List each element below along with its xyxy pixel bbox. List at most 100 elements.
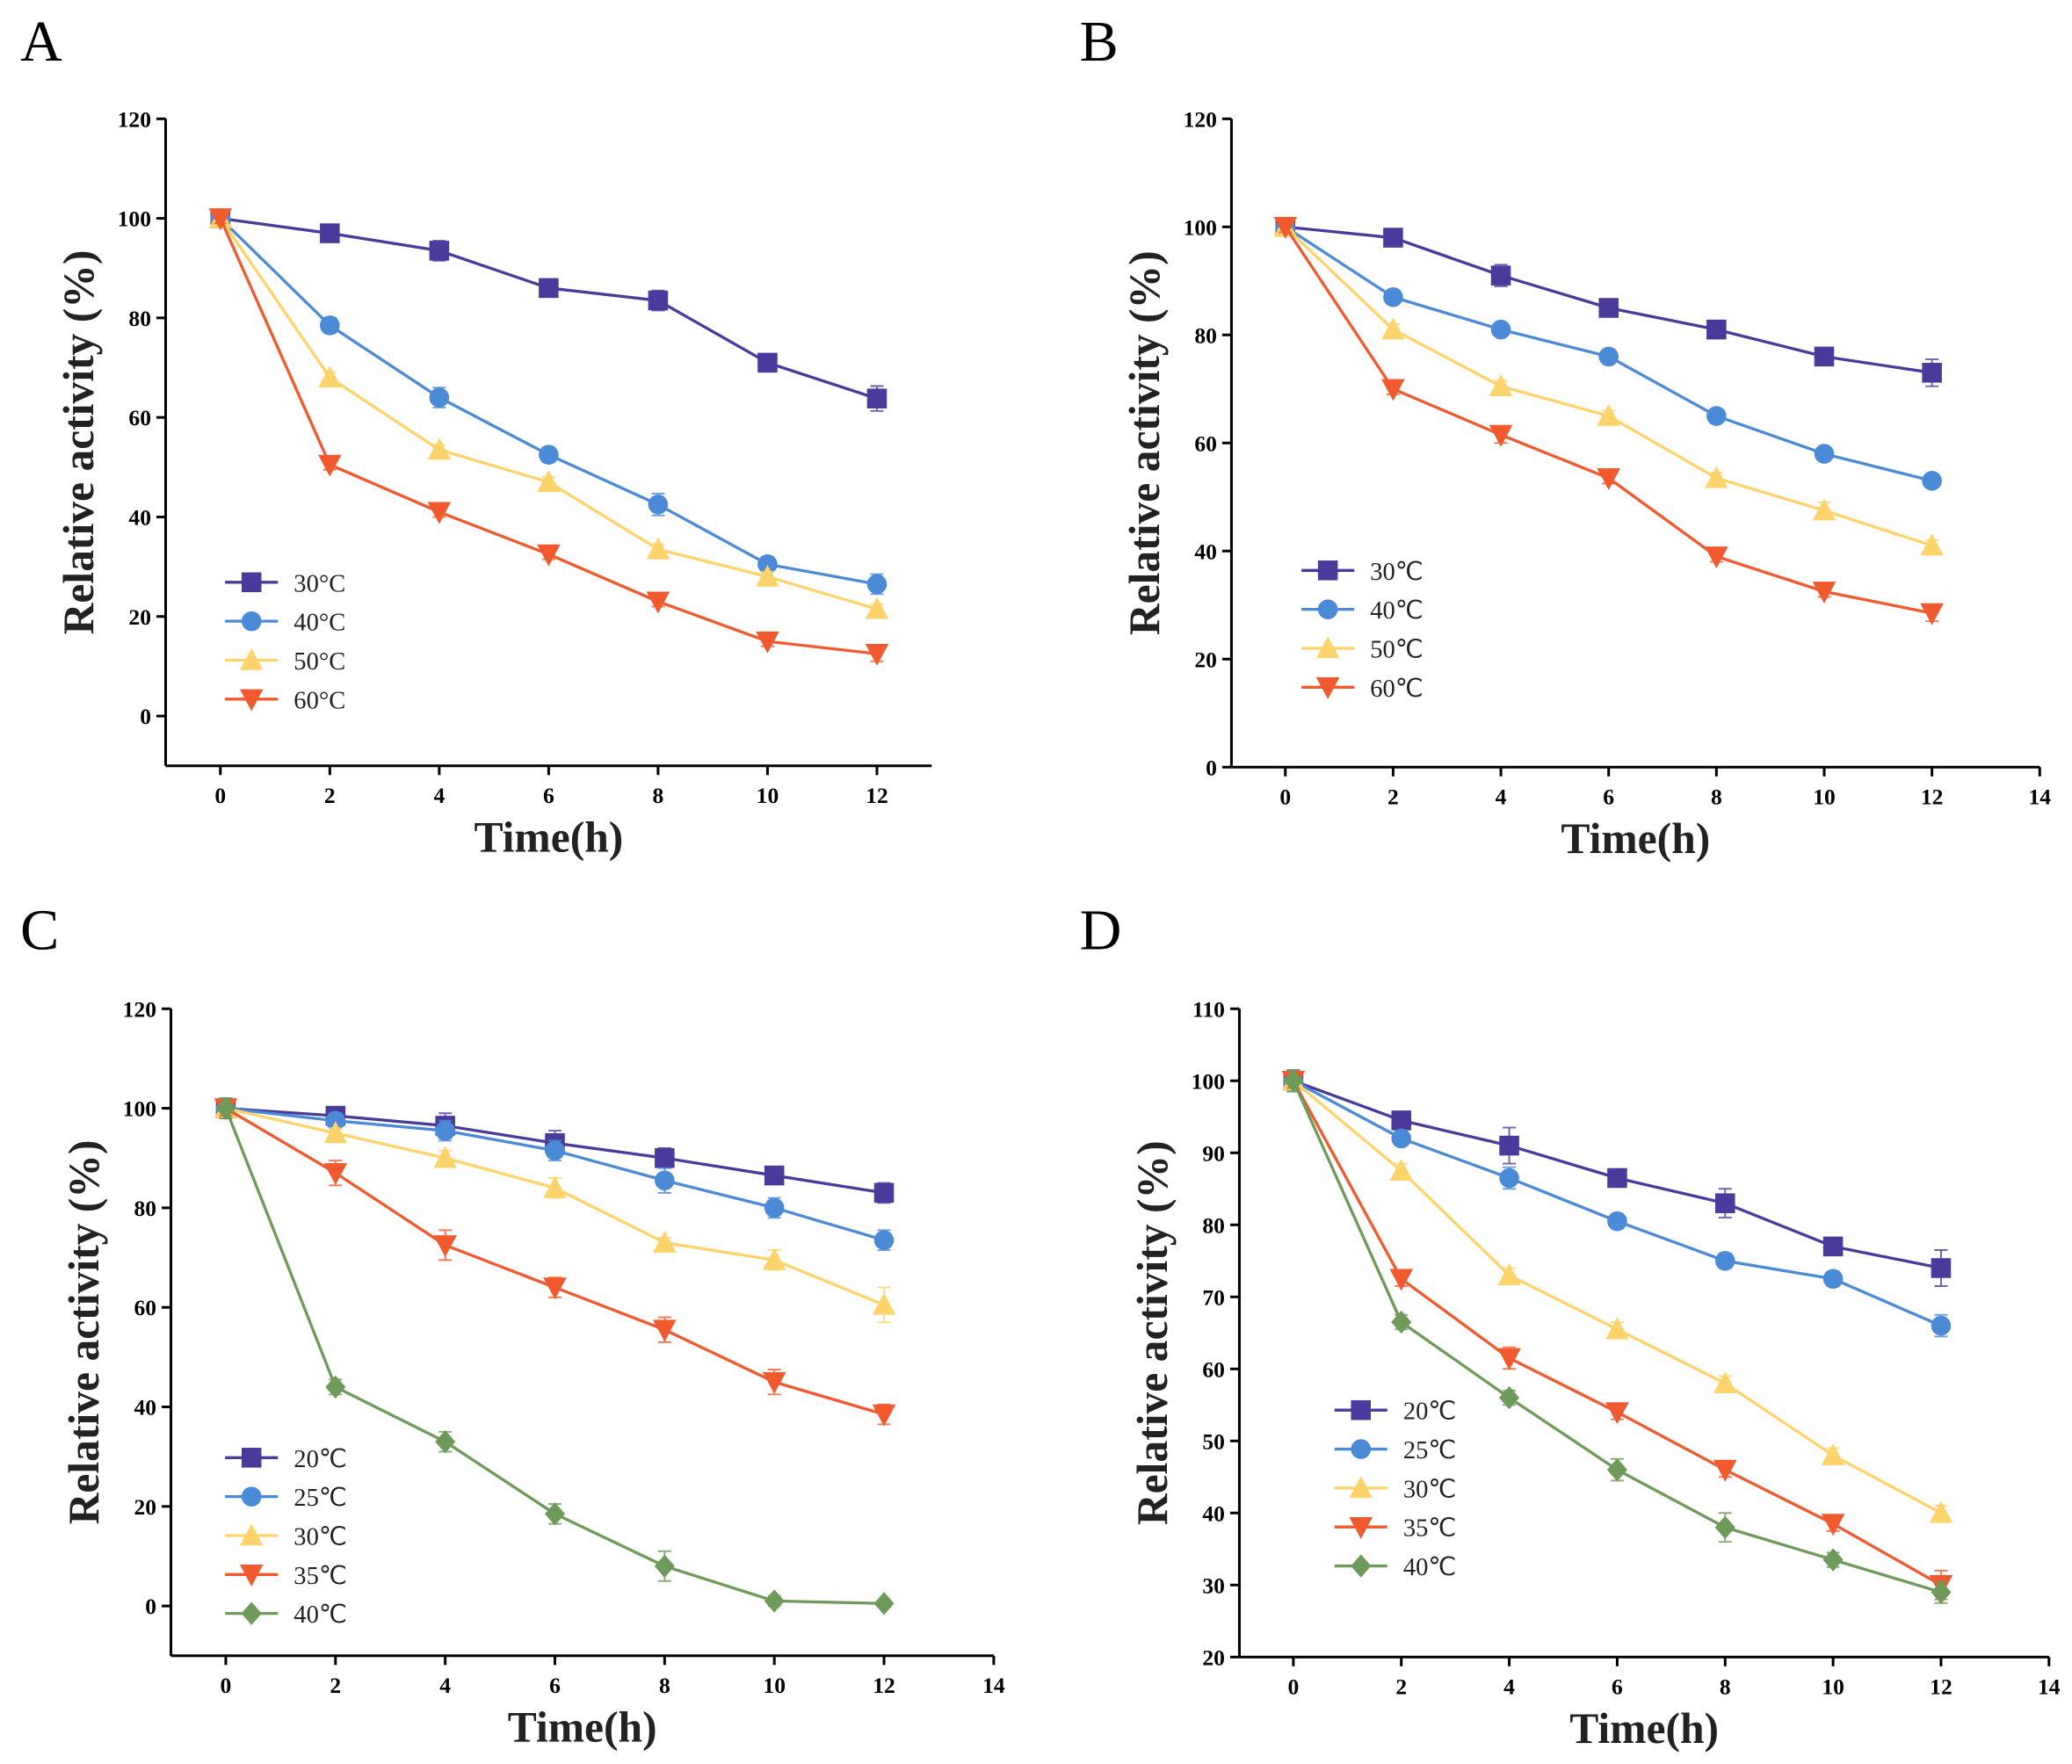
y-tick-label: 60 — [1202, 1356, 1225, 1382]
legend-label: 50℃ — [1370, 636, 1424, 663]
chart-panel: B 0 20 40 60 80 100 120 0 2 4 6 8 10 12 14 Time(h) Relati… — [1080, 10, 2052, 863]
legend-marker — [241, 1601, 262, 1625]
marker — [1497, 1348, 1521, 1370]
x-tick-label: 0 — [1287, 1674, 1299, 1699]
marker — [1381, 379, 1405, 401]
marker — [1497, 1263, 1521, 1285]
marker — [208, 208, 233, 231]
legend-marker — [1351, 1399, 1372, 1421]
marker — [648, 290, 669, 311]
marker — [320, 315, 340, 336]
legend-marker — [1315, 636, 1340, 659]
y-tick-label: 70 — [1202, 1284, 1225, 1310]
y-tick-label: 40 — [128, 504, 151, 530]
y-tick-label: 110 — [1192, 996, 1225, 1022]
marker — [873, 1230, 895, 1250]
marker — [543, 1175, 567, 1198]
marker — [865, 596, 889, 619]
marker — [537, 470, 561, 493]
marker — [1920, 603, 1944, 625]
marker — [1391, 1310, 1412, 1334]
marker — [756, 631, 779, 654]
x-tick-label: 12 — [1921, 784, 1944, 809]
marker — [1706, 319, 1727, 340]
y-tick-label: 20 — [1194, 647, 1217, 672]
marker — [1713, 1371, 1737, 1393]
marker — [1490, 319, 1511, 340]
marker — [1812, 582, 1837, 604]
y-axis-title: Relative activity (%) — [1128, 1140, 1177, 1525]
marker — [1597, 467, 1620, 490]
legend-marker — [239, 689, 264, 712]
marker — [1499, 1385, 1520, 1410]
x-tick-label: 12 — [866, 783, 888, 808]
legend-label: 20℃ — [293, 1446, 347, 1473]
marker — [544, 1502, 566, 1526]
x-tick-label: 10 — [1813, 784, 1836, 809]
y-tick-label: 40 — [1194, 539, 1217, 564]
marker — [646, 591, 670, 614]
marker — [1389, 1269, 1414, 1291]
legend-label: 35℃ — [293, 1563, 347, 1590]
legend-label: 25℃ — [293, 1485, 347, 1512]
marker — [873, 1182, 895, 1204]
marker — [1822, 1548, 1844, 1572]
legend-label: 40℃ — [1403, 1554, 1457, 1581]
legend-marker — [241, 1486, 262, 1507]
x-tick-label: 6 — [549, 1673, 561, 1698]
legend-label: 60°C — [293, 687, 345, 714]
marker — [325, 1375, 346, 1399]
marker — [539, 278, 559, 299]
marker — [764, 1589, 785, 1613]
marker — [1273, 216, 1298, 239]
marker — [1821, 1443, 1845, 1465]
marker — [429, 241, 450, 261]
x-tick-label: 8 — [1711, 784, 1722, 809]
marker — [1714, 1193, 1735, 1213]
y-tick-label: 60 — [128, 405, 151, 430]
marker — [429, 387, 450, 408]
marker — [320, 223, 340, 243]
marker — [537, 544, 561, 567]
marker — [866, 388, 887, 408]
y-tick-label: 80 — [134, 1196, 156, 1221]
x-axis-title: Time(h) — [508, 1703, 657, 1751]
series-line — [220, 216, 878, 401]
y-tick-label: 100 — [1192, 1068, 1225, 1094]
y-tick-label: 20 — [128, 604, 151, 630]
marker — [543, 1277, 567, 1300]
marker — [1607, 1168, 1627, 1189]
x-tick-label: 12 — [1930, 1674, 1952, 1699]
x-tick-label: 2 — [1387, 784, 1399, 809]
marker — [539, 445, 559, 465]
x-tick-label: 14 — [982, 1673, 1005, 1698]
marker — [653, 1319, 677, 1342]
marker — [655, 1170, 675, 1191]
marker — [865, 643, 889, 666]
x-tick-label: 6 — [1612, 1674, 1623, 1699]
y-tick-label: 60 — [134, 1295, 156, 1320]
marker — [1814, 346, 1835, 367]
marker — [1489, 424, 1513, 447]
marker — [1931, 1258, 1952, 1278]
marker — [1822, 1236, 1844, 1257]
y-tick-label: 100 — [1184, 214, 1217, 240]
x-tick-label: 4 — [1496, 784, 1507, 809]
x-tick-label: 6 — [543, 783, 554, 808]
marker — [1381, 317, 1405, 340]
marker — [323, 1121, 348, 1144]
marker — [1389, 1159, 1414, 1182]
marker — [764, 1197, 785, 1218]
marker — [1705, 466, 1728, 488]
marker — [1931, 1315, 1952, 1336]
marker — [866, 574, 887, 595]
chart-panel: D 20 30 40 50 60 70 80 90 100 110 0 2 4 6 8 10 12 14 Time(h… — [1080, 899, 2061, 1753]
y-tick-label: 120 — [118, 106, 151, 132]
legend-label: 40℃ — [1370, 597, 1424, 625]
marker — [1391, 1110, 1412, 1131]
y-axis-title: Relative activity (%) — [1120, 250, 1169, 635]
marker — [1714, 1251, 1735, 1271]
legend-label: 40℃ — [293, 1601, 347, 1629]
marker — [435, 1120, 455, 1141]
